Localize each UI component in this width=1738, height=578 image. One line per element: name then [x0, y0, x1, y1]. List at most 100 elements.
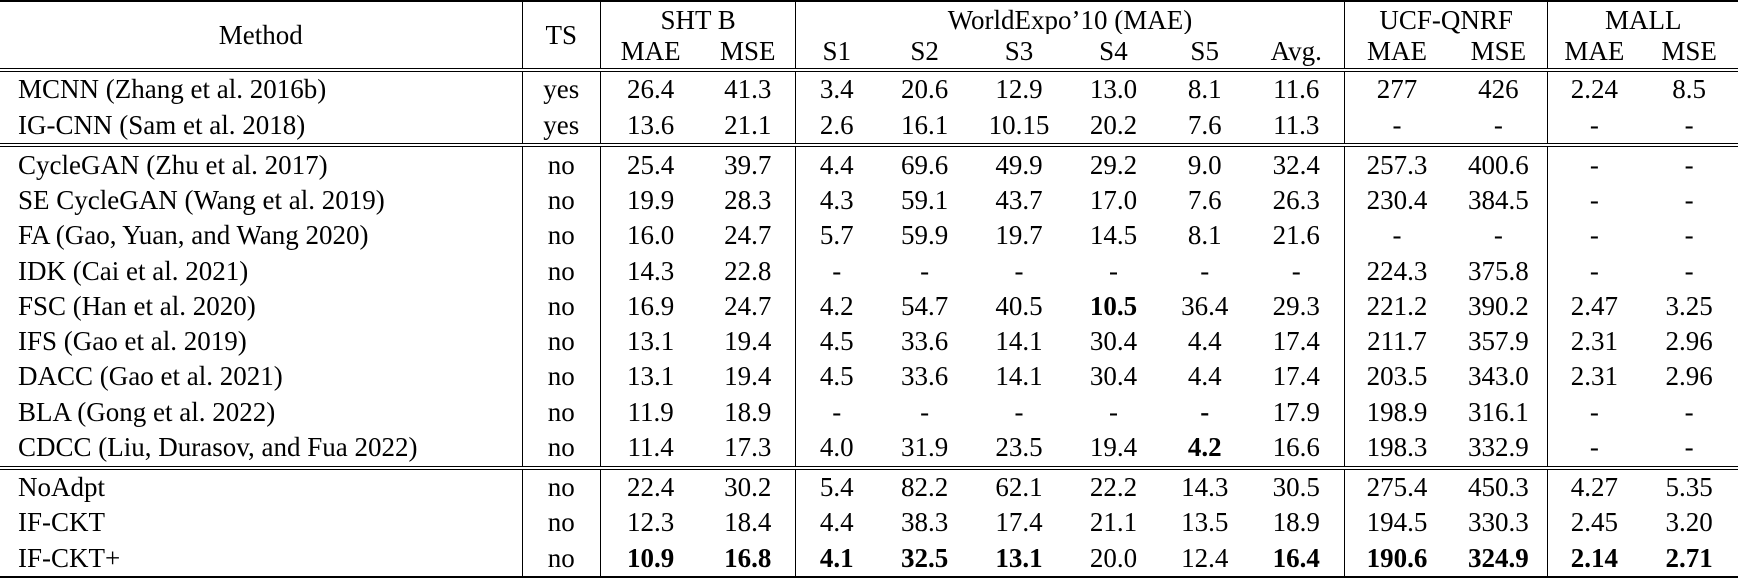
shtb-group-header: SHT B: [599, 0, 796, 34]
value-cell: 257.3: [1343, 143, 1450, 183]
value-cell: 7.6: [1187, 185, 1222, 216]
value-cell: -: [1547, 143, 1641, 183]
mall-group-header: MALL: [1547, 0, 1738, 34]
value-cell: -: [1343, 107, 1450, 146]
value-cell: 14.5: [1089, 220, 1138, 251]
value-cell: 18.4: [724, 507, 772, 538]
value-cell: 14.3: [600, 253, 701, 289]
value-cell: 30.5: [1248, 465, 1345, 506]
value-cell: 3.20: [1665, 507, 1713, 538]
method-cell: BLA (Gong et al. 2022): [18, 396, 276, 427]
method-cell: CDCC (Liu, Durasov, and Fua 2022): [18, 432, 418, 463]
value-cell: -: [1108, 396, 1118, 427]
value-cell: -: [1547, 107, 1641, 146]
value-cell: 4.27: [1547, 465, 1641, 506]
ts-cell: no: [521, 505, 601, 541]
value-cell: 8.5: [1640, 68, 1738, 108]
value-cell: 2.31: [1547, 359, 1641, 395]
value-cell: 357.9: [1468, 326, 1529, 357]
value-cell: 2.71: [1640, 540, 1738, 578]
value-cell: 18.9: [1272, 507, 1320, 538]
value-cell: 3.25: [1665, 290, 1713, 321]
value-cell: 9.0: [1160, 143, 1249, 183]
ts-cell: no: [521, 218, 601, 254]
method-cell: CycleGAN (Zhu et al. 2017): [0, 143, 522, 183]
value-cell: 375.8: [1468, 255, 1529, 286]
table-row: IFS (Gao et al. 2019) no 13.1 19.4 4.5 33.6 14…: [0, 324, 1738, 360]
best-value: 190.6: [1366, 542, 1428, 573]
value-cell: 203.5: [1343, 359, 1450, 395]
ts-cell: no: [521, 143, 601, 183]
value-cell: -: [1684, 396, 1694, 427]
value-cell: 4.3: [795, 182, 878, 219]
value-cell: -: [1684, 432, 1694, 463]
value-cell: 43.7: [995, 185, 1043, 216]
value-cell: 54.7: [900, 290, 949, 321]
value-cell: 17.9: [1272, 396, 1320, 427]
value-cell: 21.6: [1272, 220, 1320, 251]
value-cell: 16.4: [1248, 540, 1345, 578]
value-cell: 19.4: [724, 361, 772, 392]
value-cell: -: [1547, 394, 1641, 430]
value-cell: 4.4: [795, 143, 878, 183]
value-cell: 4.5: [795, 359, 878, 395]
value-cell: -: [1684, 220, 1694, 251]
method-cell: IDK (Cai et al. 2021): [18, 255, 249, 286]
value-cell: 20.6: [877, 68, 972, 108]
value-cell: 2.14: [1547, 540, 1641, 578]
value-cell: 5.35: [1640, 465, 1738, 506]
table-row: BLA (Gong et al. 2022) no 11.9 18.9- - - - -17.…: [0, 394, 1738, 430]
value-cell: 324.9: [1449, 540, 1548, 578]
value-cell: 29.3: [1272, 290, 1320, 321]
value-cell: 384.5: [1468, 185, 1529, 216]
value-cell: 198.3: [1343, 429, 1450, 468]
sub-header: S3: [1004, 35, 1034, 66]
value-cell: 24.7: [724, 220, 772, 251]
value-cell: 11.6: [1248, 68, 1345, 108]
value-cell: -: [1547, 218, 1641, 254]
sub-header: MAE: [1547, 34, 1641, 70]
value-cell: 2.24: [1547, 68, 1641, 108]
ts-cell: no: [521, 253, 601, 289]
value-cell: 22.2: [1066, 465, 1161, 506]
value-cell: 2.96: [1665, 326, 1713, 357]
value-cell: 2.6: [795, 107, 878, 146]
header-row-groups: Method TS SHT B WorldExpo’10 (MAE) UCF-Q…: [0, 0, 1738, 70]
value-cell: 59.9: [900, 220, 949, 251]
value-cell: 450.3: [1449, 465, 1548, 506]
value-cell: 13.1: [600, 324, 701, 360]
table-row: IF-CKT no 12.3 18.4 4.4 38.3 17.4 21.1 13.5 18.9 1…: [0, 505, 1738, 541]
value-cell: 426: [1449, 68, 1548, 108]
value-cell: 38.3: [900, 507, 949, 538]
value-cell: 19.7: [995, 220, 1043, 251]
sub-header: S4: [1099, 35, 1128, 66]
value-cell: 30.4: [1089, 361, 1138, 392]
method-column-header: Method: [0, 0, 522, 70]
value-cell: -: [1493, 109, 1503, 140]
table-row: CDCC (Liu, Durasov, and Fua 2022) no 11.4 1…: [0, 429, 1738, 468]
value-cell: 4.4: [1187, 361, 1222, 392]
value-cell: 40.5: [995, 290, 1043, 321]
value-cell: 17.4: [1272, 326, 1320, 357]
value-cell: -: [1343, 218, 1450, 254]
method-cell: SE CycleGAN (Wang et al. 2019): [18, 185, 385, 216]
method-cell: IFS (Gao et al. 2019): [18, 326, 247, 357]
value-cell: 21.1: [724, 109, 772, 140]
value-cell: 25.4: [600, 143, 701, 183]
value-cell: 5.7: [795, 218, 878, 254]
value-cell: 224.3: [1343, 253, 1450, 289]
sub-header: MSE: [719, 35, 776, 66]
value-cell: 13.1: [971, 540, 1067, 578]
value-cell: 33.6: [900, 326, 949, 357]
value-cell: 10.5: [1066, 289, 1160, 324]
method-cell: DACC (Gao et al. 2021): [18, 361, 283, 392]
value-cell: 82.2: [877, 465, 972, 506]
table-row: NoAdpt no 22.4 30.2 5.4 82.2 62.1 22.2 14.3 30.5 2…: [0, 465, 1738, 506]
value-cell: -: [1108, 255, 1118, 286]
value-cell: 26.4: [600, 68, 701, 108]
value-cell: 14.3: [1160, 465, 1249, 506]
table-row: IDK (Cai et al. 2021) no 14.3 22.8- - - - - -224…: [0, 253, 1738, 289]
sub-header: MSE: [1470, 35, 1527, 66]
